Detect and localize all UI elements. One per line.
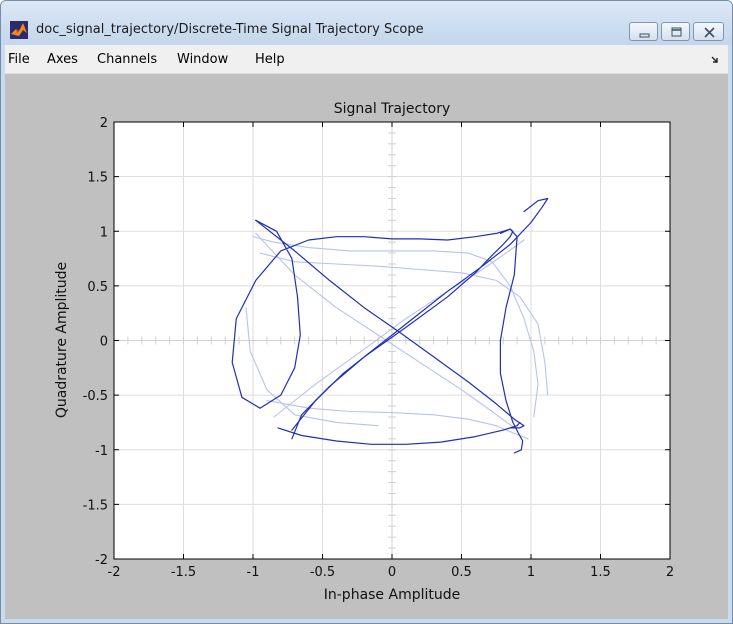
close-button[interactable]: [693, 22, 724, 41]
y-tick-label: 0.5: [87, 280, 108, 295]
x-tick-label: -2: [108, 565, 121, 580]
menu-help[interactable]: Help: [255, 52, 285, 67]
y-axis-label: Quadrature Amplitude: [54, 262, 70, 418]
y-tick-label: -1: [95, 444, 108, 459]
x-tick-label: 1.5: [590, 565, 611, 580]
y-tick-label: -2: [95, 553, 108, 568]
center-axes: [114, 122, 670, 559]
menu-axes[interactable]: Axes: [47, 52, 78, 67]
dock-arrow-icon[interactable]: [711, 54, 721, 64]
maximize-button[interactable]: [661, 22, 690, 41]
x-tick-label: -0.5: [310, 565, 335, 580]
y-tick-label: -1.5: [83, 498, 108, 513]
close-icon: [704, 27, 715, 38]
title-bar[interactable]: doc_signal_trajectory/Discrete-Time Sign…: [1, 1, 732, 45]
x-tick-label: 2: [666, 565, 674, 580]
matlab-logo-icon: [10, 21, 28, 39]
y-tick-label: 2: [100, 116, 108, 131]
x-tick-label: 1: [527, 565, 535, 580]
window-title: doc_signal_trajectory/Discrete-Time Sign…: [36, 22, 424, 37]
menu-file[interactable]: File: [8, 52, 30, 67]
menu-channels[interactable]: Channels: [97, 52, 158, 67]
axis-ticks: [113, 121, 671, 560]
trajectory-series-6: [252, 236, 539, 418]
y-tick-label: 0: [100, 335, 108, 350]
trajectory-series-4: [277, 421, 521, 445]
trajectory-series-9: [255, 232, 515, 429]
minimize-button[interactable]: [629, 22, 658, 41]
menu-window[interactable]: Window: [177, 52, 229, 67]
x-axis-label: In-phase Amplitude: [324, 587, 461, 603]
x-tick-label: -1: [247, 565, 260, 580]
y-tick-label: 1.5: [87, 171, 108, 186]
x-tick-label: 0: [388, 565, 396, 580]
trajectory-series-11: [245, 307, 379, 427]
chart-title: Signal Trajectory: [334, 101, 451, 117]
trajectory-series-5: [291, 197, 549, 431]
y-tick-label: 1: [100, 225, 108, 240]
faded-traces: [245, 232, 549, 440]
trajectory-plot[interactable]: Signal Trajectory In-phase Amplitude Qua…: [5, 74, 728, 619]
trajectory-series-10: [273, 239, 525, 418]
x-tick-label: 0.5: [451, 565, 472, 580]
y-tick-label: -0.5: [83, 389, 108, 404]
x-tick-label: -1.5: [171, 565, 196, 580]
figure-area: Signal Trajectory In-phase Amplitude Qua…: [5, 74, 728, 619]
menu-bar: File Axes Channels Window Help: [5, 45, 728, 74]
recent-traces: [231, 197, 549, 454]
trajectory-series-7: [259, 252, 549, 396]
trajectory-series-3: [255, 219, 525, 429]
trajectory-series-1: [231, 219, 524, 454]
minimize-icon: [639, 33, 650, 38]
maximize-icon: [671, 27, 682, 37]
trajectory-series-8: [266, 400, 529, 440]
